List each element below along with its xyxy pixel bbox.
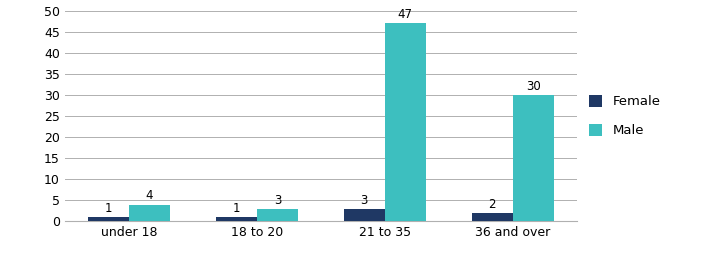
Text: 3: 3 [274, 194, 281, 207]
Text: 1: 1 [105, 202, 112, 215]
Bar [344, 209, 385, 221]
Bar [513, 95, 554, 221]
Text: 1: 1 [233, 202, 240, 215]
Text: 2: 2 [488, 198, 496, 211]
Bar [88, 217, 129, 221]
Text: 4: 4 [146, 190, 154, 202]
Text: 47: 47 [398, 8, 412, 21]
Bar [385, 23, 425, 221]
Bar [216, 217, 257, 221]
Bar [257, 209, 298, 221]
Legend: Female, Male: Female, Male [588, 95, 660, 137]
Bar [129, 205, 170, 221]
Text: 3: 3 [360, 194, 368, 207]
Bar [472, 213, 513, 221]
Text: 30: 30 [526, 80, 541, 93]
